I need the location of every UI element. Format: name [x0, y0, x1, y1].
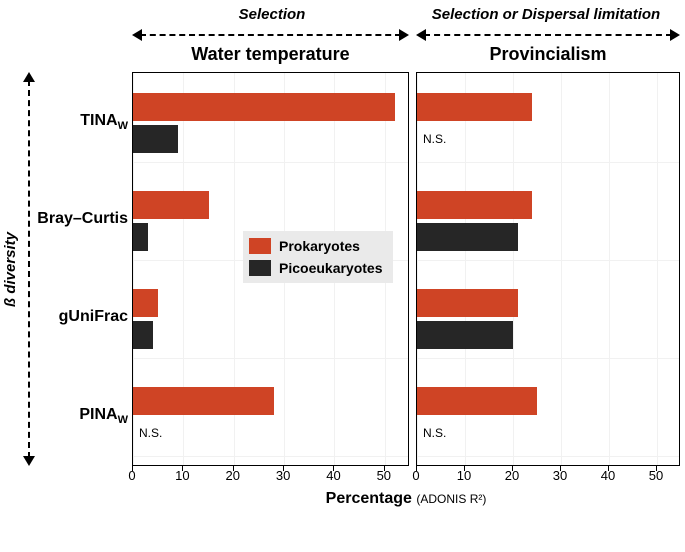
bar-water_temp-bray-picoeuk: [133, 223, 148, 251]
bar-provincialism-gunifrac-picoeuk: [417, 321, 513, 349]
bar-water_temp-bray-prokaryotes: [133, 191, 209, 219]
bar-water_temp-gunifrac-prokaryotes: [133, 289, 158, 317]
gridline: [609, 73, 610, 465]
x-axis-label-main: Percentage: [326, 490, 412, 507]
bar-provincialism-bray-prokaryotes: [417, 191, 532, 219]
legend-row-prokaryotes: Prokaryotes: [249, 235, 383, 257]
y-category-pina: PINAW: [34, 407, 128, 426]
y-category-labels: TINAW Bray–Curtis gUniFrac PINAW: [34, 72, 128, 466]
y-category-bray: Bray–Curtis: [34, 211, 128, 227]
top-headers-row: Selection Selection or Dispersal limitat…: [132, 6, 680, 28]
legend-swatch-prokaryotes: [249, 238, 271, 254]
legend-row-picoeuk: Picoeukaryotes: [249, 257, 383, 279]
panel-water_temp: N.S. Prokaryotes Picoeukaryotes: [132, 72, 409, 466]
bar-water_temp-tina-prokaryotes: [133, 93, 395, 121]
y-axis-label: ß diversity: [3, 231, 20, 306]
panel-title-provincialism: Provincialism: [416, 44, 680, 68]
legend-label-prokaryotes: Prokaryotes: [279, 238, 360, 254]
header-dispersal: Selection or Dispersal limitation: [412, 6, 680, 28]
bar-water_temp-gunifrac-picoeuk: [133, 321, 153, 349]
bar-provincialism-pina-prokaryotes: [417, 387, 537, 415]
x-axis-label-sub: (ADONIS R²): [416, 492, 486, 506]
y-axis-label-container: ß diversity: [2, 72, 20, 466]
bar-provincialism-bray-picoeuk: [417, 223, 518, 251]
ns-label-provincialism-tina-picoeuk: N.S.: [419, 125, 446, 153]
ns-label-provincialism-pina-picoeuk: N.S.: [419, 419, 446, 447]
x-axis-label: Percentage (ADONIS R²): [132, 490, 680, 508]
panel-titles-row: Water temperature Provincialism: [132, 44, 680, 68]
y-category-gunifrac: gUniFrac: [34, 309, 128, 325]
legend-swatch-picoeuk: [249, 260, 271, 276]
panel-provincialism: N.S. N.S.: [416, 72, 680, 466]
header-arrow-row: [132, 28, 680, 42]
gridline: [561, 73, 562, 465]
legend-label-picoeuk: Picoeukaryotes: [279, 260, 383, 276]
chart-panels: N.S. Prokaryotes Picoeukaryotes N.S. N.S.: [132, 72, 680, 466]
legend: Prokaryotes Picoeukaryotes: [243, 231, 393, 283]
arrow-selection: [132, 28, 409, 42]
bar-provincialism-gunifrac-prokaryotes: [417, 289, 518, 317]
gridline: [657, 73, 658, 465]
panel-title-water-temp: Water temperature: [132, 44, 409, 68]
ns-label-water_temp-pina-picoeuk: N.S.: [135, 419, 162, 447]
bar-provincialism-tina-prokaryotes: [417, 93, 532, 121]
header-selection: Selection: [132, 6, 412, 28]
y-category-tina: TINAW: [34, 113, 128, 132]
arrow-dispersal: [416, 28, 680, 42]
x-tick-label: 50: [0, 468, 685, 486]
bar-water_temp-tina-picoeuk: [133, 125, 178, 153]
bar-water_temp-pina-prokaryotes: [133, 387, 274, 415]
